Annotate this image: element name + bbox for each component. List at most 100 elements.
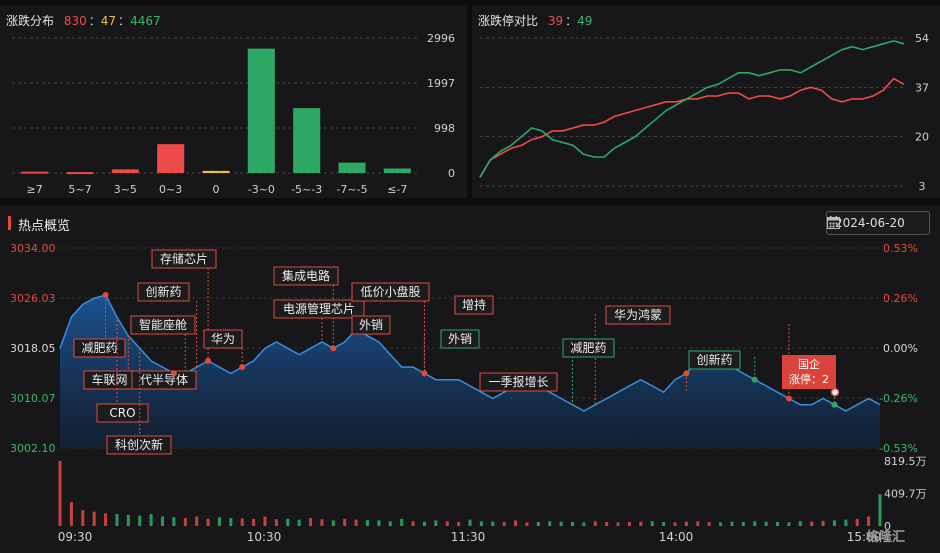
- volume-bar: [730, 521, 734, 526]
- distribution-panel: 涨跌分布 830 ：47 ：4467 2996 1997 998 0 ≥7 5~7 3~5 0~3…: [0, 5, 467, 198]
- flat-count: 47: [100, 14, 117, 28]
- calendar-icon: [827, 216, 840, 229]
- bar: [247, 48, 275, 173]
- volume-bar: [377, 520, 381, 526]
- volume-bar: [582, 522, 586, 526]
- limit-down-line: [479, 40, 905, 178]
- bar: [293, 108, 321, 173]
- volume-bar: [616, 522, 620, 526]
- annotation-label: 电源管理芯片: [283, 301, 355, 316]
- x-tick-label: 09:30: [58, 530, 93, 544]
- volume-bar: [867, 516, 871, 526]
- left-price-label: 3034.00: [10, 242, 56, 255]
- annotation-label: 增持: [462, 297, 486, 312]
- tooltip-line1: 国企: [798, 357, 820, 371]
- annotation-box: [73, 338, 126, 358]
- annotation-box: [130, 315, 196, 335]
- y-tick-label: 0: [448, 167, 455, 180]
- annotation-label: 华为鸿蒙: [614, 308, 662, 322]
- right-pct-label: 0.26%: [883, 292, 918, 305]
- title-accent-bar: [8, 216, 11, 230]
- volume-bar: [844, 519, 848, 526]
- annotation-label: 车联网: [91, 372, 127, 387]
- annotation-box: [273, 299, 365, 319]
- right-pct-label: -0.53%: [879, 442, 918, 455]
- date-picker[interactable]: 2024-06-20: [826, 211, 930, 235]
- brand-logo: 格隆汇: [866, 530, 906, 545]
- x-tick-label: 0~3: [159, 183, 182, 196]
- volume-bar: [525, 522, 529, 526]
- annotation-box: [203, 329, 243, 349]
- volume-tick-label: 819.5万: [884, 455, 927, 468]
- annotation-dot: [170, 370, 177, 377]
- volume-bar: [855, 518, 859, 526]
- annotation-dot: [683, 370, 690, 377]
- volume-bar: [764, 521, 768, 526]
- x-tick-label: 0: [213, 183, 220, 196]
- volume-bar: [434, 520, 438, 526]
- annotation-dot: [421, 370, 428, 377]
- annotation-dot: [831, 401, 838, 408]
- annotation-dot: [785, 395, 792, 402]
- annotation-box: [605, 305, 671, 325]
- y-tick-label: 3: [919, 180, 926, 193]
- limit-down-count: 49: [577, 14, 593, 28]
- annotation-dot: [751, 376, 758, 383]
- annotation-label: 科创次新: [115, 437, 163, 452]
- limit-up-line: [479, 77, 905, 178]
- volume-bar: [297, 519, 301, 526]
- y-tick-label: 54: [915, 32, 929, 45]
- annotation-box: [131, 370, 197, 390]
- hot-overview-panel: 热点概览 2024-06-20 3034.00 0.53% 3026.03 0.26%…: [0, 205, 940, 553]
- volume-bar: [104, 513, 108, 526]
- annotation-box: [351, 315, 391, 335]
- date-value: 2024-06-20: [835, 216, 905, 230]
- y-tick-label: 1997: [427, 77, 455, 90]
- volume-bar: [696, 521, 700, 526]
- volume-bar: [479, 521, 483, 526]
- volume-bar: [491, 521, 495, 526]
- y-tick-label: 2996: [427, 32, 455, 45]
- tooltip-box: [782, 355, 836, 389]
- right-pct-label: -0.26%: [879, 392, 918, 405]
- volume-bar: [741, 522, 745, 526]
- y-tick-label: 20: [915, 131, 929, 144]
- volume-bar: [536, 522, 540, 526]
- volume-bar: [309, 518, 313, 526]
- bar: [66, 172, 94, 175]
- volume-bar: [92, 511, 96, 526]
- limit-up-count: 39: [547, 14, 564, 28]
- volume-bar: [58, 460, 62, 526]
- volume-bar: [206, 518, 210, 526]
- distribution-title-row: 涨跌分布 830 ：47 ：4467: [6, 12, 161, 29]
- x-tick-label: -5~-3: [291, 183, 322, 196]
- volume-bar: [126, 514, 130, 526]
- volume-bar: [81, 510, 85, 526]
- ratio-title: 涨跌停对比: [478, 14, 539, 28]
- annotation-label: 创新药: [145, 284, 181, 299]
- annotation-box: [106, 435, 172, 455]
- bar: [111, 169, 139, 173]
- volume-bar: [138, 515, 142, 526]
- volume-bar: [684, 521, 688, 526]
- volume-bar: [627, 522, 631, 526]
- hot-title: 热点概览: [18, 219, 71, 234]
- volume-tick-label: 0: [884, 520, 891, 533]
- price-line: [59, 294, 881, 412]
- separator: ：: [118, 14, 131, 28]
- x-tick-label: 11:30: [451, 530, 486, 544]
- volume-bar: [810, 521, 814, 526]
- x-tick-label: ≥7: [27, 183, 43, 196]
- volume-bar: [274, 519, 278, 526]
- volume-bar: [662, 522, 666, 526]
- annotation-label: 低价小盘股: [360, 284, 420, 299]
- separator: ：: [565, 14, 578, 28]
- x-tick-label: ≤-7: [387, 183, 407, 196]
- separator: ：: [88, 14, 101, 28]
- annotation-label: 减肥药: [570, 341, 606, 355]
- volume-bar: [161, 516, 164, 526]
- left-price-label: 3018.05: [10, 342, 56, 355]
- up-count: 830: [63, 14, 87, 28]
- annotation-dot: [102, 292, 109, 299]
- x-tick-label: 10:30: [247, 530, 282, 544]
